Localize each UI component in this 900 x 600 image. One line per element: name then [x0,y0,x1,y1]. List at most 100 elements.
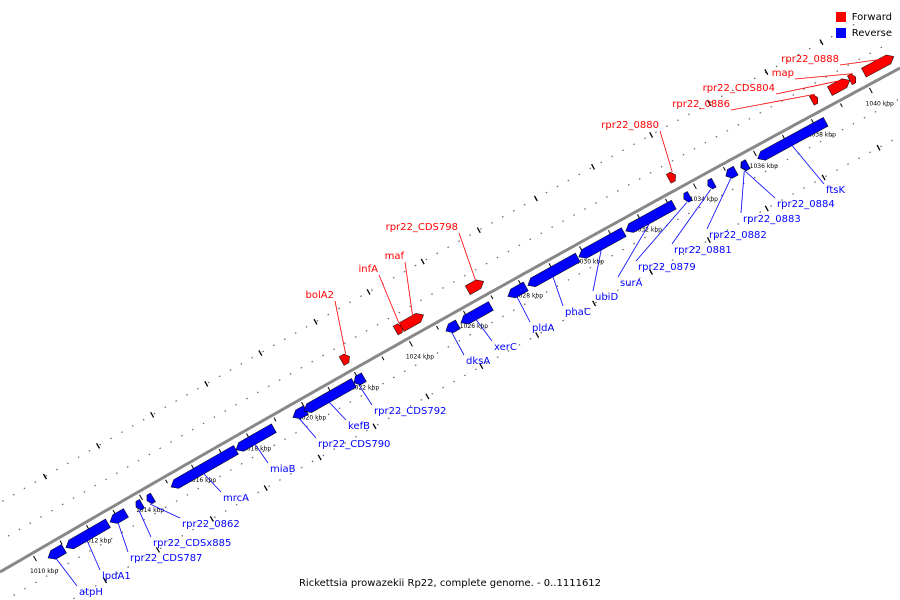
gene-dksA[interactable] [443,319,461,335]
gene-rpr22_0880[interactable] [665,171,678,184]
gene-phaC[interactable] [525,252,581,290]
gene-rpr22_CDS798[interactable] [464,277,486,295]
tick-minor [665,198,668,203]
gene-infA[interactable] [392,322,405,336]
gene-label: rpr22_0883 [743,214,801,225]
track-tick [42,473,48,480]
tick-major [868,87,873,94]
track-tick [648,269,653,275]
track-tick [204,380,209,387]
track-tick [479,363,484,370]
gene-label: bolA2 [306,290,334,301]
gene-rpr22_CDS804[interactable] [827,76,852,96]
label-leader [744,170,776,199]
gene-label: xerC [494,342,517,353]
gene-atpH[interactable] [45,543,67,562]
gene-rpr22_CDS787[interactable] [108,508,129,527]
gene-label: rpr22_0884 [777,199,835,210]
gene-maf[interactable] [398,310,426,332]
gene-rpr22_CDS792[interactable] [351,372,367,387]
label-leader [775,80,840,95]
gene-label: phaC [565,307,591,318]
gene-ftsK[interactable] [755,116,829,163]
tick-major [752,150,757,157]
track-tick [425,393,430,400]
track-tick [150,411,155,418]
tick-minor [381,356,385,361]
tick-major [409,340,413,347]
tick-label: 1010 kbp [30,568,58,575]
label-leader [839,59,879,66]
label-leader [659,130,673,173]
label-leader [740,170,745,214]
gene-label: rpr22_0879 [638,262,696,273]
gene-rpr22_0882[interactable] [723,165,739,180]
track-tick [155,546,161,553]
track-tick [263,485,268,492]
label-leader [730,93,815,111]
gene-rpr22_0884[interactable] [739,159,751,172]
track-tick [592,300,597,307]
tick-minor [218,448,222,453]
track-tick [535,332,540,338]
gene-label: kefB [348,421,370,432]
gene-xerC[interactable] [458,301,494,328]
track-tick [649,131,654,138]
gene-kefB[interactable] [301,378,357,415]
label-leader [791,144,825,185]
tick-minor [490,295,494,300]
gene-ubiD[interactable] [576,227,627,262]
gene-map[interactable] [847,73,858,86]
legend-reverse: Reverse [835,25,892,41]
gene-rpr22_0879[interactable] [681,191,693,203]
track-tick [372,423,377,430]
tick-minor [327,386,331,391]
gene-pldA[interactable] [505,281,529,301]
gene-surA[interactable] [623,199,677,235]
gene-miaB[interactable] [233,423,277,454]
gene-lpdA1[interactable] [63,518,111,552]
label-leader [334,300,346,354]
tick-minor [608,230,611,235]
label-leader [138,510,152,538]
gene-rpr22_0881[interactable] [705,177,717,190]
label-leader [475,319,493,342]
track-tick [420,258,425,265]
gene-label: rpr22_0888 [781,54,839,65]
label-leader [516,296,531,323]
legend-forward: Forward [835,9,892,25]
label-leader [55,558,78,587]
label-leader [671,189,712,245]
tick-label: 1040 kbp [866,100,894,107]
track-tick [533,195,538,202]
gene-rpr22_0888[interactable] [861,52,896,78]
label-leader [358,384,373,406]
map-caption: Rickettsia prowazekii Rp22, complete gen… [298,578,602,589]
label-leader [117,522,129,553]
tick-major [33,555,37,562]
guide-track-0 [0,43,888,542]
tick-minor [839,103,843,108]
gene-bolA2[interactable] [338,352,352,366]
gene-label: dksA [466,356,490,367]
track-tick [366,288,371,295]
tick-major [139,494,143,501]
gene-label: ubiD [595,292,618,303]
tick-minor [723,166,726,171]
gene-mrcA[interactable] [169,445,239,491]
gene-label: rpr22_CDS787 [130,553,202,564]
tick-label: 1012 kbp [83,538,111,545]
tick-label: 1014 kbp [136,507,164,514]
gene-rpr22_0862[interactable] [145,492,156,505]
tick-label: 1030 kbp [576,259,604,266]
label-leader [451,332,465,356]
label-leader [552,276,564,307]
label-leader [635,202,688,262]
label-leader [458,232,477,281]
gene-rpr22_CDSx885[interactable] [134,498,145,511]
label-leader [794,73,853,80]
gene-label: mrcA [223,493,249,504]
gene-label: map [772,68,794,79]
tick-minor [273,417,277,422]
